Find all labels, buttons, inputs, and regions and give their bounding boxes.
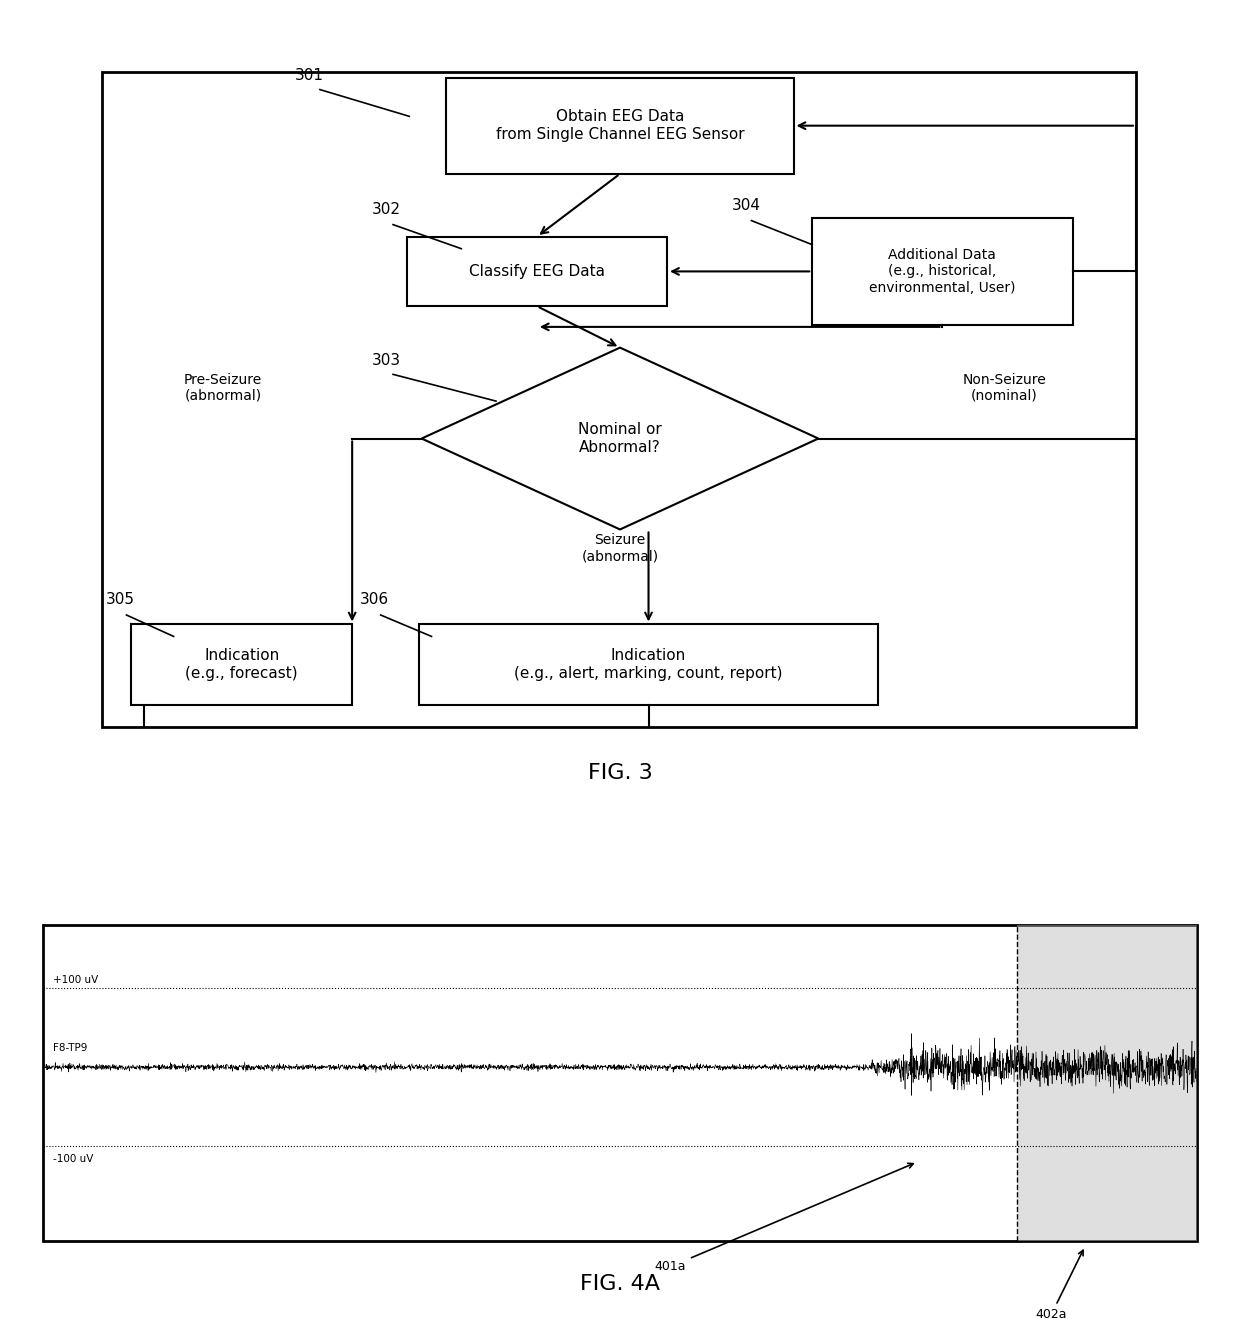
Text: Additional Data
(e.g., historical,
environmental, User): Additional Data (e.g., historical, envir…	[869, 249, 1016, 294]
Text: F8-TP9: F8-TP9	[53, 1043, 88, 1054]
Text: Classify EEG Data: Classify EEG Data	[469, 263, 605, 279]
Bar	[446, 78, 794, 174]
Text: Indication
(e.g., forecast): Indication (e.g., forecast)	[186, 648, 298, 681]
Bar	[407, 237, 667, 306]
Bar	[812, 218, 1073, 325]
Text: 306: 306	[360, 592, 388, 607]
Text: Pre-Seizure
(abnormal): Pre-Seizure (abnormal)	[184, 373, 263, 402]
Text: 303: 303	[372, 353, 401, 368]
Text: 301: 301	[295, 68, 324, 83]
Bar	[102, 72, 1136, 727]
Polygon shape	[422, 348, 818, 529]
Text: Indication
(e.g., alert, marking, count, report): Indication (e.g., alert, marking, count,…	[515, 648, 782, 681]
Text: 305: 305	[105, 592, 134, 607]
Text: Non-Seizure
(nominal): Non-Seizure (nominal)	[962, 373, 1047, 402]
Text: 402a: 402a	[1035, 1250, 1083, 1321]
Bar	[419, 624, 878, 705]
Text: 302: 302	[372, 202, 401, 217]
Text: 401a: 401a	[655, 1163, 913, 1273]
Bar	[1017, 925, 1197, 1241]
Text: +100 uV: +100 uV	[53, 975, 98, 985]
Text: Nominal or
Abnormal?: Nominal or Abnormal?	[578, 422, 662, 455]
Text: FIG. 4A: FIG. 4A	[580, 1274, 660, 1293]
Bar	[43, 925, 1197, 1241]
Text: -100 uV: -100 uV	[53, 1154, 94, 1165]
Text: FIG. 3: FIG. 3	[588, 763, 652, 782]
Bar	[131, 624, 352, 705]
Text: 304: 304	[732, 198, 760, 213]
Text: Seizure
(abnormal): Seizure (abnormal)	[582, 533, 658, 563]
Text: Obtain EEG Data
from Single Channel EEG Sensor: Obtain EEG Data from Single Channel EEG …	[496, 110, 744, 142]
